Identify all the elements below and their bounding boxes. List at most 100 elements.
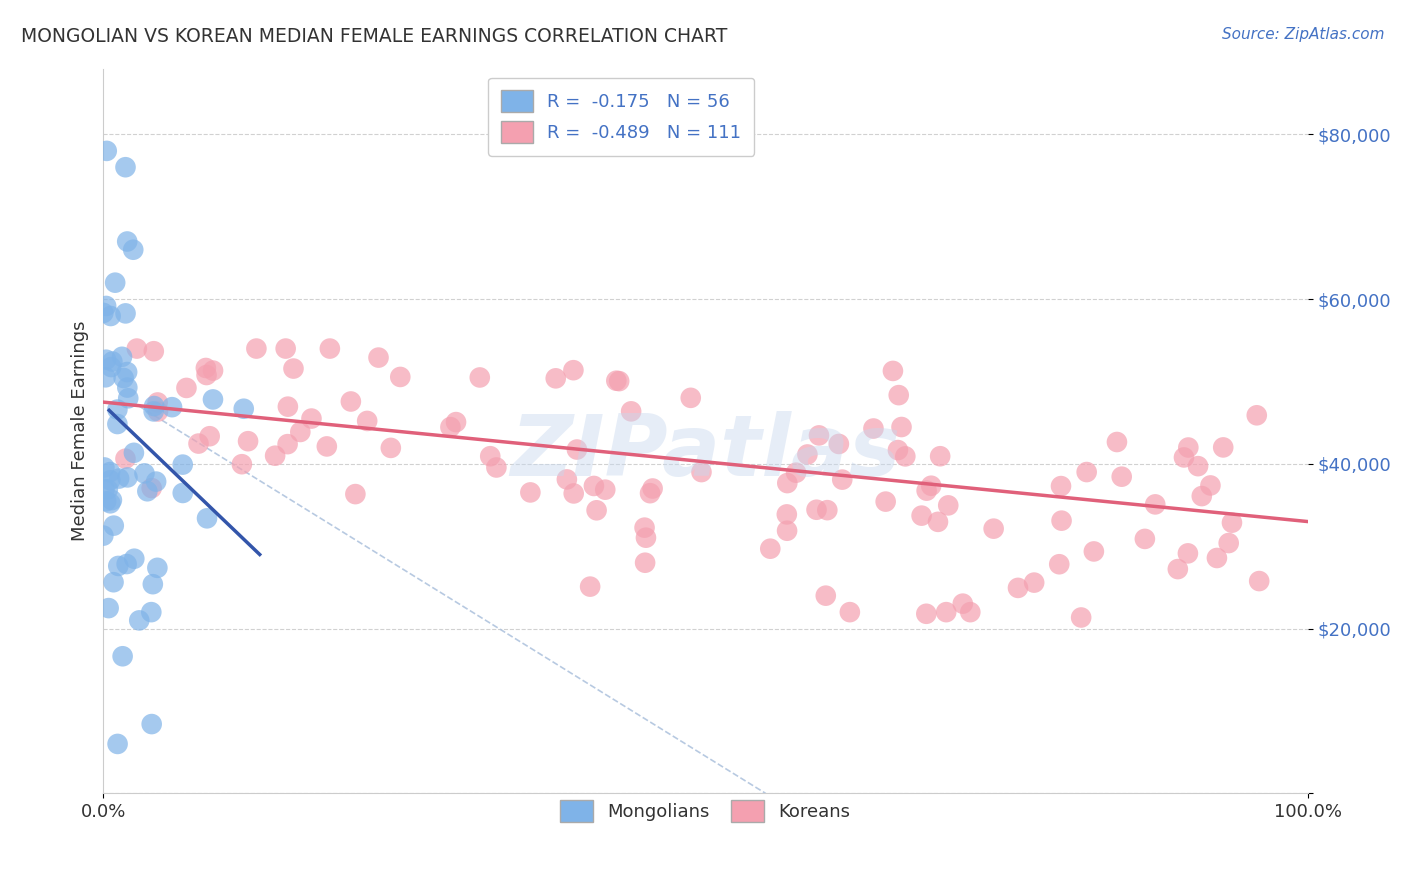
Point	[633, 521, 655, 535]
Point	[264, 449, 287, 463]
Point	[107, 558, 129, 573]
Point	[634, 531, 657, 545]
Point	[142, 404, 165, 418]
Point	[1167, 562, 1189, 576]
Point	[94, 299, 117, 313]
Point	[544, 371, 567, 385]
Point	[111, 350, 134, 364]
Point	[98, 496, 121, 510]
Point	[607, 374, 630, 388]
Point	[887, 443, 910, 458]
Point	[141, 717, 163, 731]
Point	[160, 400, 183, 414]
Point	[143, 399, 166, 413]
Point	[1133, 532, 1156, 546]
Point	[759, 541, 782, 556]
Point	[1070, 610, 1092, 624]
Point	[141, 605, 163, 619]
Point	[117, 391, 139, 405]
Point	[115, 235, 138, 249]
Point	[232, 401, 254, 416]
Point	[122, 243, 145, 257]
Point	[1206, 551, 1229, 566]
Point	[605, 374, 627, 388]
Point	[690, 465, 713, 479]
Point	[283, 361, 305, 376]
Point	[1144, 497, 1167, 511]
Point	[100, 359, 122, 374]
Legend: Mongolians, Koreans: Mongolians, Koreans	[548, 788, 863, 835]
Point	[231, 457, 253, 471]
Point	[875, 494, 897, 508]
Point	[124, 551, 146, 566]
Point	[959, 605, 981, 619]
Point	[679, 391, 702, 405]
Point	[142, 344, 165, 359]
Point	[582, 479, 605, 493]
Point	[806, 502, 828, 516]
Point	[97, 601, 120, 615]
Point	[114, 451, 136, 466]
Point	[562, 486, 585, 500]
Point	[245, 342, 267, 356]
Point	[122, 446, 145, 460]
Point	[125, 342, 148, 356]
Point	[1212, 441, 1234, 455]
Point	[894, 450, 917, 464]
Point	[115, 557, 138, 571]
Point	[439, 420, 461, 434]
Point	[1024, 575, 1046, 590]
Point	[117, 470, 139, 484]
Point	[828, 437, 851, 451]
Point	[920, 479, 942, 493]
Point	[890, 420, 912, 434]
Point	[93, 482, 115, 496]
Point	[98, 473, 121, 487]
Point	[97, 483, 120, 497]
Point	[91, 306, 114, 320]
Point	[641, 482, 664, 496]
Point	[887, 388, 910, 402]
Point	[274, 342, 297, 356]
Point	[565, 442, 588, 457]
Y-axis label: Median Female Earnings: Median Female Earnings	[72, 321, 89, 541]
Point	[1105, 435, 1128, 450]
Point	[910, 508, 932, 523]
Point	[1220, 516, 1243, 530]
Point	[1218, 536, 1240, 550]
Point	[344, 487, 367, 501]
Point	[236, 434, 259, 449]
Point	[194, 361, 217, 376]
Point	[638, 486, 661, 500]
Point	[101, 493, 124, 508]
Point	[172, 458, 194, 472]
Point	[94, 370, 117, 384]
Point	[187, 436, 209, 450]
Point	[796, 448, 818, 462]
Point	[1076, 465, 1098, 479]
Point	[114, 160, 136, 174]
Point	[356, 414, 378, 428]
Text: ZIPatlas: ZIPatlas	[510, 411, 900, 494]
Point	[1249, 574, 1271, 588]
Point	[100, 309, 122, 323]
Point	[146, 561, 169, 575]
Point	[380, 441, 402, 455]
Point	[105, 417, 128, 431]
Point	[814, 589, 837, 603]
Point	[838, 605, 860, 619]
Point	[108, 471, 131, 485]
Point	[444, 415, 467, 429]
Point	[201, 392, 224, 407]
Point	[91, 528, 114, 542]
Point	[927, 515, 949, 529]
Point	[142, 577, 165, 591]
Point	[634, 556, 657, 570]
Point	[176, 381, 198, 395]
Point	[315, 439, 337, 453]
Point	[579, 580, 602, 594]
Point	[195, 511, 218, 525]
Point	[117, 380, 139, 394]
Point	[562, 363, 585, 377]
Point	[915, 483, 938, 498]
